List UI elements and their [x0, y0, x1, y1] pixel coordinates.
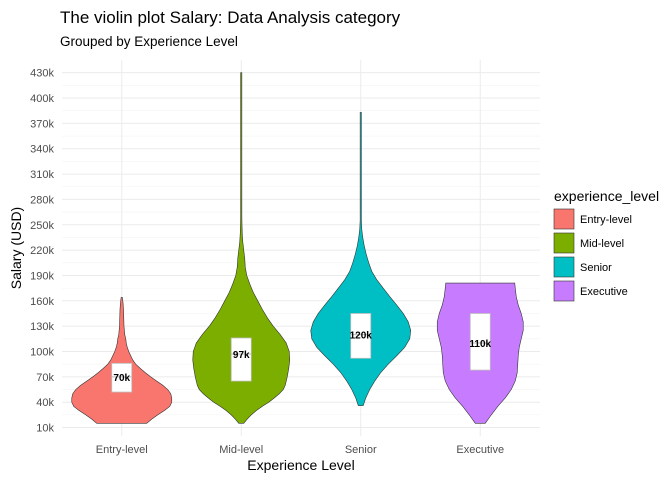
legend-item-mid-level: Mid-level — [553, 232, 624, 254]
x-axis-ticks: Entry-level Mid-level Senior Executive — [96, 444, 504, 456]
legend-title: experience_level — [554, 188, 659, 204]
x-tick-label: Entry-level — [96, 444, 148, 456]
y-tick-label: 400k — [30, 93, 54, 105]
x-tick-label: Executive — [456, 444, 504, 456]
legend-item-entry-level: Entry-level — [553, 208, 632, 230]
y-tick-label: 100k — [30, 347, 54, 359]
legend-label: Executive — [580, 286, 628, 298]
legend-items: Entry-level Mid-level Senior Executive — [553, 208, 632, 302]
y-tick-label: 310k — [30, 169, 54, 181]
legend-label: Mid-level — [580, 238, 624, 250]
legend-swatch — [553, 256, 575, 278]
median-label: 97k — [233, 350, 250, 361]
x-tick-label: Mid-level — [219, 444, 263, 456]
violin-shape — [192, 72, 291, 424]
median-label: 110k — [469, 339, 491, 350]
legend: experience_level Entry-level Mid-level Sen… — [553, 188, 659, 302]
legend-swatch — [553, 208, 575, 230]
legend-swatch — [553, 280, 575, 302]
y-axis-ticks: 10k 40k 70k 100k 130k 160k 190k 220k 250k 280k 310… — [30, 68, 54, 435]
y-tick-label: 70k — [36, 372, 54, 384]
x-axis-title: Experience Level — [247, 457, 354, 473]
y-tick-label: 370k — [30, 118, 54, 130]
legend-item-senior: Senior — [553, 256, 612, 278]
iqr-box — [350, 313, 372, 359]
violin-shape — [310, 112, 412, 406]
y-tick-label: 250k — [30, 220, 54, 232]
y-axis-title: Salary (USD) — [8, 207, 24, 289]
y-tick-label: 160k — [30, 296, 54, 308]
iqr-box — [469, 313, 491, 371]
y-tick-label: 40k — [36, 397, 54, 409]
y-tick-label: 280k — [30, 194, 54, 206]
violin-mid-level: 97k — [192, 72, 291, 424]
violin-entry-level: 70k — [71, 297, 173, 424]
chart-title: The violin plot Salary: Data Analysis ca… — [60, 8, 401, 27]
y-tick-label: 220k — [30, 245, 54, 257]
x-tick-label: Senior — [345, 444, 377, 456]
iqr-box — [111, 362, 133, 393]
y-tick-label: 430k — [30, 68, 54, 80]
violin-executive: 110k — [436, 282, 524, 424]
grid — [62, 60, 540, 436]
chart-subtitle: Grouped by Experience Level — [60, 34, 238, 49]
legend-label: Entry-level — [580, 214, 632, 226]
violin-shape — [71, 297, 173, 424]
median-label: 70k — [113, 373, 130, 384]
iqr-box — [230, 337, 252, 382]
violins: 70k 97k 120k 110k — [71, 72, 524, 424]
y-tick-label: 190k — [30, 270, 54, 282]
legend-item-executive: Executive — [553, 280, 628, 302]
y-tick-label: 340k — [30, 144, 54, 156]
median-label: 120k — [350, 331, 373, 342]
legend-swatch — [553, 232, 575, 254]
violin-senior: 120k — [310, 112, 412, 406]
y-tick-label: 130k — [30, 321, 54, 333]
legend-label: Senior — [580, 262, 612, 274]
y-tick-label: 10k — [36, 423, 54, 435]
